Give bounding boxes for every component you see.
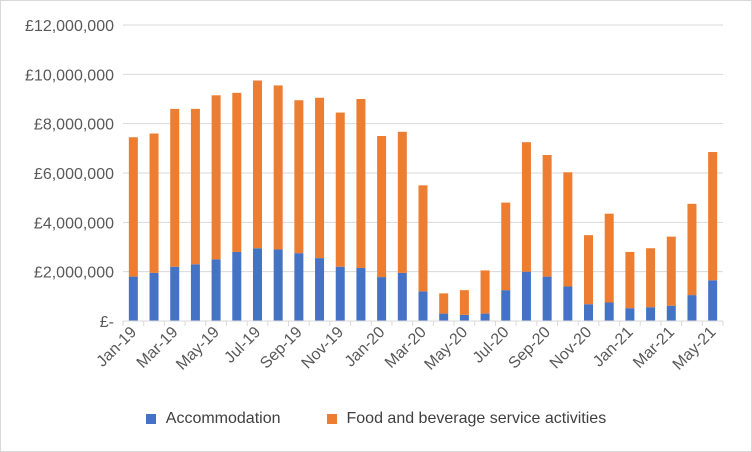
bar-accommodation: [190, 264, 200, 321]
x-tick-label: May-20: [421, 324, 471, 374]
bar-food-beverage: [252, 80, 262, 249]
bar-food-beverage: [397, 131, 407, 273]
bar-food-beverage: [232, 92, 242, 252]
x-tick-label: May-21: [670, 324, 720, 374]
y-tick-label: £6,000,000: [34, 166, 114, 183]
bar-accommodation: [459, 314, 469, 321]
legend-swatch-accommodation: [145, 414, 156, 424]
bars: [128, 80, 718, 321]
bar-accommodation: [232, 251, 242, 321]
bar-food-beverage: [687, 203, 697, 296]
y-tick-label: £2,000,000: [34, 265, 114, 282]
bar-accommodation: [377, 277, 387, 321]
x-tick-label: Sep-20: [505, 324, 554, 373]
bar-accommodation: [335, 266, 345, 321]
legend-label-accommodation: Accommodation: [165, 410, 281, 427]
bar-accommodation: [294, 253, 304, 321]
legend: Accommodation Food and beverage service …: [0, 406, 752, 432]
x-tick-label: Nov-19: [299, 324, 348, 373]
bar-accommodation: [356, 267, 366, 321]
bar-accommodation: [418, 291, 428, 321]
bar-food-beverage: [480, 270, 490, 314]
bar-accommodation: [542, 276, 552, 321]
stacked-bar-chart: £- £2,000,000 £4,000,000 £6,000,000 £8,000,0…: [25, 18, 724, 374]
x-tick-label: Jan-21: [590, 324, 637, 371]
bar-accommodation: [149, 272, 159, 321]
bar-accommodation: [397, 272, 407, 321]
x-tick-label: Nov-20: [547, 324, 596, 373]
legend-swatch-food-beverage: [326, 414, 337, 424]
bar-accommodation: [273, 249, 283, 321]
legend-item-accommodation: Accommodation: [145, 410, 281, 428]
bar-accommodation: [563, 286, 573, 321]
bar-accommodation: [480, 313, 490, 321]
x-tick-label: May-19: [173, 324, 223, 374]
bar-food-beverage: [708, 152, 718, 281]
x-tick-label: Mar-21: [630, 324, 678, 372]
bar-food-beverage: [315, 97, 325, 259]
bar-accommodation: [252, 248, 262, 321]
bar-accommodation: [625, 308, 635, 321]
bar-accommodation: [708, 280, 718, 321]
bar-food-beverage: [646, 248, 656, 308]
bar-food-beverage: [190, 108, 200, 265]
y-tick-label: £12,000,000: [25, 18, 114, 35]
bar-food-beverage: [604, 213, 614, 303]
bar-accommodation: [211, 259, 221, 321]
bar-accommodation: [646, 307, 656, 321]
bar-food-beverage: [625, 251, 635, 309]
bar-food-beverage: [149, 133, 159, 273]
bar-food-beverage: [459, 290, 469, 315]
y-axis: £- £2,000,000 £4,000,000 £6,000,000 £8,000,0…: [25, 18, 114, 331]
legend-item-food-beverage: Food and beverage service activities: [326, 410, 607, 428]
bar-accommodation: [315, 258, 325, 321]
bar-food-beverage: [439, 293, 449, 314]
bar-food-beverage: [584, 235, 594, 305]
bar-accommodation: [584, 304, 594, 321]
legend-label-food-beverage: Food and beverage service activities: [346, 410, 607, 427]
bar-accommodation: [604, 302, 614, 321]
bar-food-beverage: [377, 136, 387, 278]
y-tick-label: £4,000,000: [34, 215, 114, 232]
bar-accommodation: [687, 295, 697, 321]
bar-accommodation: [439, 313, 449, 321]
bar-food-beverage: [211, 95, 221, 260]
bar-food-beverage: [501, 202, 511, 291]
gridlines: [123, 24, 723, 273]
bar-food-beverage: [335, 112, 345, 267]
x-tick-label: Mar-19: [134, 324, 182, 372]
bar-accommodation: [501, 290, 511, 321]
bar-accommodation: [170, 266, 180, 321]
bar-food-beverage: [356, 99, 366, 268]
bar-food-beverage: [542, 154, 552, 277]
x-tick-label: Mar-20: [382, 324, 430, 372]
bar-food-beverage: [170, 108, 180, 267]
bar-accommodation: [521, 271, 531, 321]
bar-accommodation: [666, 305, 676, 321]
x-axis: Jan-19Mar-19May-19Jul-19Sep-19Nov-19Jan-…: [94, 320, 724, 374]
bar-food-beverage: [294, 100, 304, 254]
bar-accommodation: [128, 276, 138, 321]
bar-food-beverage: [666, 236, 676, 306]
bar-food-beverage: [563, 172, 573, 287]
bar-food-beverage: [273, 85, 283, 250]
bar-food-beverage: [418, 185, 428, 292]
y-tick-label: £8,000,000: [34, 117, 114, 134]
y-tick-label: £10,000,000: [25, 67, 114, 84]
x-tick-label: Sep-19: [257, 324, 306, 373]
bar-food-beverage: [521, 142, 531, 272]
x-tick-label: Jan-20: [342, 324, 389, 371]
bar-food-beverage: [128, 137, 138, 277]
y-tick-label: £-: [100, 314, 114, 331]
